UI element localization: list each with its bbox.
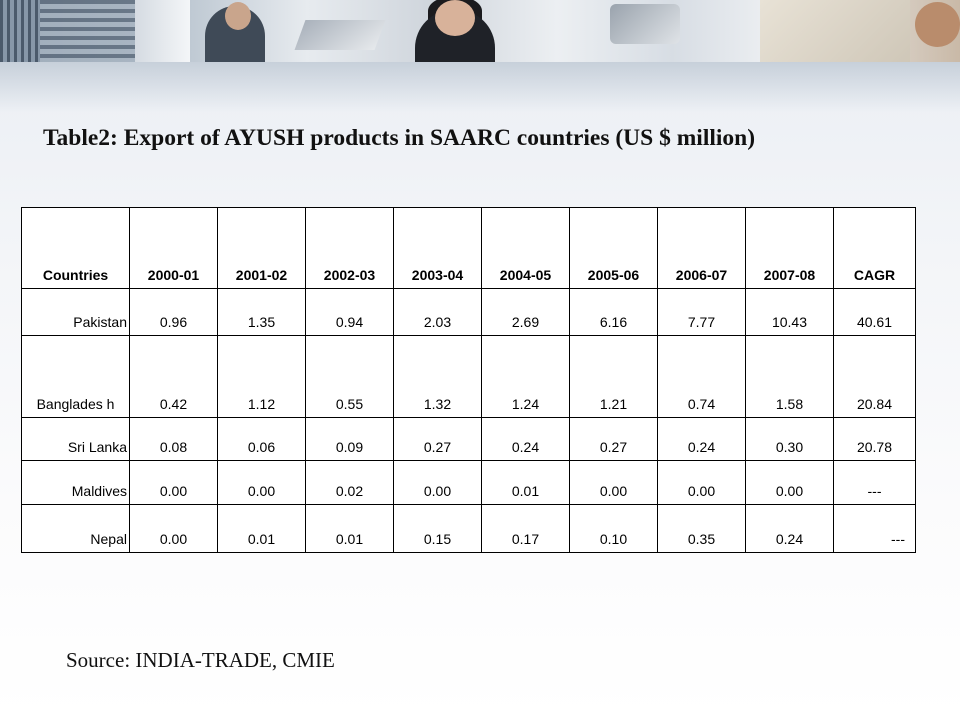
value-cell: 6.16 <box>569 288 658 336</box>
value-cell: 2.69 <box>481 288 570 336</box>
column-header: 2000-01 <box>129 207 218 289</box>
value-cell: 1.24 <box>481 335 570 418</box>
value-cell: 0.74 <box>657 335 746 418</box>
building-image <box>0 0 40 62</box>
country-cell: Banglades h <box>21 335 130 418</box>
header-photo-banner <box>0 0 960 62</box>
value-cell: 2.03 <box>393 288 482 336</box>
value-cell: 0.24 <box>745 504 834 553</box>
column-header: 2005-06 <box>569 207 658 289</box>
phone-caller-image <box>915 2 960 47</box>
value-cell: 10.43 <box>745 288 834 336</box>
value-cell: 0.00 <box>745 460 834 505</box>
map-image <box>760 0 910 62</box>
column-header: 2006-07 <box>657 207 746 289</box>
country-cell: Nepal <box>21 504 130 553</box>
value-cell: 0.00 <box>569 460 658 505</box>
cagr-cell: 40.61 <box>833 288 916 336</box>
value-cell: 0.15 <box>393 504 482 553</box>
building-image <box>135 0 190 62</box>
cagr-cell: 20.84 <box>833 335 916 418</box>
value-cell: 1.32 <box>393 335 482 418</box>
value-cell: 0.10 <box>569 504 658 553</box>
cagr-cell: --- <box>833 504 916 553</box>
value-cell: 0.24 <box>481 417 570 461</box>
column-header: 2003-04 <box>393 207 482 289</box>
value-cell: 0.24 <box>657 417 746 461</box>
country-cell: Pakistan <box>21 288 130 336</box>
cagr-cell: --- <box>833 460 916 505</box>
value-cell: 0.27 <box>569 417 658 461</box>
value-cell: 0.09 <box>305 417 394 461</box>
column-header: 2004-05 <box>481 207 570 289</box>
value-cell: 0.35 <box>657 504 746 553</box>
value-cell: 0.08 <box>129 417 218 461</box>
value-cell: 1.35 <box>217 288 306 336</box>
value-cell: 0.00 <box>129 504 218 553</box>
value-cell: 0.00 <box>657 460 746 505</box>
value-cell: 0.01 <box>217 504 306 553</box>
country-cell: Sri Lanka <box>21 417 130 461</box>
export-table: Countries 2000-01 2001-02 2002-03 2003-0… <box>21 207 916 553</box>
value-cell: 0.06 <box>217 417 306 461</box>
column-header: CAGR <box>833 207 916 289</box>
value-cell: 0.01 <box>305 504 394 553</box>
value-cell: 1.12 <box>217 335 306 418</box>
table-row: Sri Lanka 0.08 0.06 0.09 0.27 0.24 0.27 … <box>21 417 916 461</box>
value-cell: 1.58 <box>745 335 834 418</box>
value-cell: 0.42 <box>129 335 218 418</box>
table-row: Pakistan 0.96 1.35 0.94 2.03 2.69 6.16 7… <box>21 288 916 336</box>
laptop-image <box>294 20 386 50</box>
value-cell: 0.27 <box>393 417 482 461</box>
building-image <box>40 0 135 62</box>
value-cell: 0.94 <box>305 288 394 336</box>
value-cell: 0.17 <box>481 504 570 553</box>
value-cell: 0.00 <box>393 460 482 505</box>
value-cell: 0.02 <box>305 460 394 505</box>
value-cell: 7.77 <box>657 288 746 336</box>
column-header: 2007-08 <box>745 207 834 289</box>
handheld-device-image <box>610 4 680 44</box>
value-cell: 0.00 <box>129 460 218 505</box>
column-header: 2002-03 <box>305 207 394 289</box>
table-row: Banglades h 0.42 1.12 0.55 1.32 1.24 1.2… <box>21 335 916 418</box>
value-cell: 1.21 <box>569 335 658 418</box>
slide-title: Table2: Export of AYUSH products in SAAR… <box>43 125 756 151</box>
banner-fade <box>0 62 960 112</box>
column-header: 2001-02 <box>217 207 306 289</box>
value-cell: 0.00 <box>217 460 306 505</box>
value-cell: 0.30 <box>745 417 834 461</box>
table-row: Nepal 0.00 0.01 0.01 0.15 0.17 0.10 0.35… <box>21 504 916 553</box>
column-header: Countries <box>21 207 130 289</box>
source-note: Source: INDIA-TRADE, CMIE <box>66 648 335 672</box>
value-cell: 0.01 <box>481 460 570 505</box>
country-cell: Maldives <box>21 460 130 505</box>
table-header-row: Countries 2000-01 2001-02 2002-03 2003-0… <box>21 207 916 289</box>
table-row: Maldives 0.00 0.00 0.02 0.00 0.01 0.00 0… <box>21 460 916 505</box>
businesswoman-face-image <box>435 0 475 36</box>
value-cell: 0.55 <box>305 335 394 418</box>
value-cell: 0.96 <box>129 288 218 336</box>
businessman-face-image <box>225 2 251 30</box>
cagr-cell: 20.78 <box>833 417 916 461</box>
